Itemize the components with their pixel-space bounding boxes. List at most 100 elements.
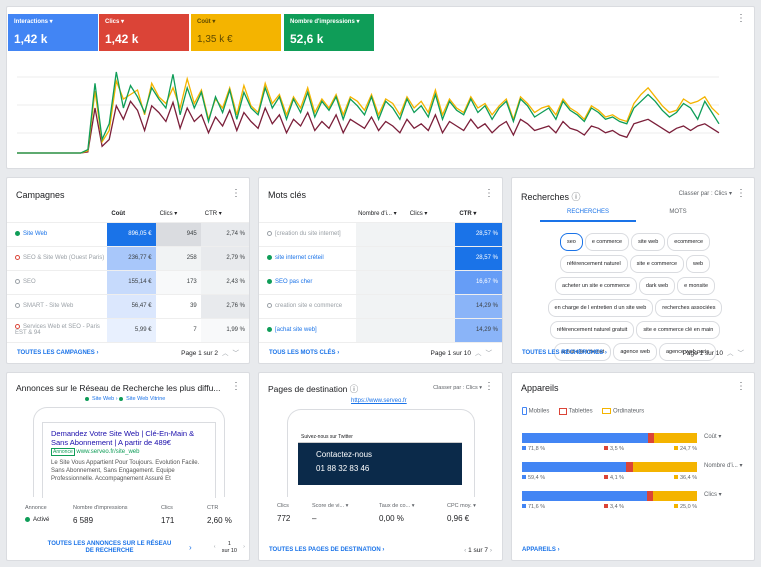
metric-clics[interactable]: Clics ▾ 1,42 k: [99, 14, 189, 51]
device-percent: 71,6 %: [522, 504, 545, 510]
chevron-up-icon[interactable]: ︿: [727, 350, 734, 357]
campaign-name[interactable]: SMART - Site Web: [23, 303, 74, 310]
keyword-name[interactable]: [creation du site internet]: [275, 231, 341, 238]
search-chip[interactable]: dark web: [638, 277, 676, 295]
table-row[interactable]: site internet créteil 28,57 %: [259, 246, 502, 271]
table-row[interactable]: SEO & Site Web (Ouest Paris) 236,77 € 25…: [7, 246, 249, 271]
chevron-left-icon[interactable]: ‹: [464, 547, 467, 554]
col-header-ctr[interactable]: CTR ▾: [200, 206, 249, 223]
sort-selector[interactable]: Classer par : Clics ▾: [433, 385, 482, 391]
devices-link[interactable]: APPAREILS ›: [522, 547, 560, 553]
search-chip[interactable]: web: [686, 255, 711, 273]
all-campaigns-link[interactable]: TOUTES LES CAMPAGNES ›: [17, 350, 99, 356]
status-dot: [15, 323, 20, 329]
chevron-right-icon[interactable]: ›: [489, 547, 492, 554]
search-chip[interactable]: agence web paris: [658, 343, 717, 361]
device-bar-segment: [653, 491, 697, 501]
col-header-impressions[interactable]: Nombre d'i... ▾: [356, 206, 408, 223]
table-row[interactable]: [achat site web] 14,29 %: [259, 318, 502, 343]
more-options-icon[interactable]: ⋮: [736, 381, 746, 392]
table-row[interactable]: SEO pas cher 16,67 %: [259, 270, 502, 295]
device-legend: Mobiles Tablettes Ordinateurs: [522, 407, 644, 415]
tab-recherches[interactable]: RECHERCHES: [540, 209, 636, 222]
campaign-name[interactable]: SEO & Site Web (Ouest Paris): [23, 255, 105, 262]
search-chip[interactable]: en charge de l entretien d un site web: [547, 299, 654, 317]
landing-page-url[interactable]: https://www.serveo.fr: [351, 398, 407, 404]
search-chip[interactable]: e monsite: [677, 277, 716, 295]
search-chip[interactable]: seo: [559, 233, 583, 251]
search-chip[interactable]: acheter un site e commerce: [554, 277, 637, 295]
ad-headline[interactable]: Demandez Votre Site Web | Clé-En-Main & …: [51, 429, 195, 447]
more-options-icon[interactable]: ⋮: [484, 381, 494, 392]
help-icon[interactable]: ⓘ: [571, 192, 581, 202]
keyword-name[interactable]: site internet créteil: [275, 255, 324, 262]
performance-line-chart: [17, 71, 720, 154]
col-header-clicks[interactable]: Clics ▾: [407, 206, 456, 223]
search-chip[interactable]: site web: [631, 233, 666, 251]
chevron-up-icon[interactable]: ︿: [475, 350, 482, 357]
table-row[interactable]: Site Web 896,05 € 945 2,74 %: [7, 222, 249, 247]
pager: ‹ 1 sur 7 ›: [464, 547, 492, 554]
search-chip[interactable]: référencement naturel gratuit: [549, 321, 635, 339]
table-row[interactable]: SEO 155,14 € 173 2,43 %: [7, 270, 249, 295]
device-metric-selector[interactable]: Clics ▾: [704, 492, 722, 498]
chevron-down-icon[interactable]: ﹀: [232, 350, 240, 357]
all-search-terms-link[interactable]: TOUTES LES RECHERCHES ›: [522, 350, 607, 356]
more-options-icon[interactable]: ⋮: [736, 13, 746, 24]
chevron-down-icon[interactable]: ﹀: [737, 350, 745, 357]
device-metric-selector[interactable]: Coût ▾: [704, 434, 722, 440]
col-header-ctr[interactable]: CTR ▾: [455, 206, 502, 223]
search-chip[interactable]: site e commerce clé en main: [636, 321, 721, 339]
chevron-right-icon[interactable]: ›: [243, 544, 245, 550]
table-row[interactable]: Services Web et SEO - Paris EST & 94 5,9…: [7, 318, 249, 343]
campaign-name[interactable]: SEO: [23, 279, 36, 286]
metric-cout[interactable]: Coût ▾ 1,35 k €: [191, 14, 281, 51]
device-bar-segment: [647, 491, 654, 501]
help-icon[interactable]: ⓘ: [349, 384, 359, 394]
metric-value: 1,42 k: [105, 32, 139, 46]
campaign-name[interactable]: Services Web et SEO - Paris EST & 94: [15, 324, 100, 337]
ctr-cell: 2,79 %: [200, 246, 249, 271]
campaign-name[interactable]: Site Web: [23, 231, 48, 238]
metric-interactions[interactable]: Interactions ▾ 1,42 k: [8, 14, 98, 51]
device-bar[interactable]: [522, 462, 697, 472]
search-chip[interactable]: achat site internet: [553, 343, 612, 361]
more-options-icon[interactable]: ⋮: [231, 381, 241, 392]
search-chip[interactable]: référencement naturel: [559, 255, 628, 273]
chevron-up-icon[interactable]: ︿: [222, 350, 229, 357]
search-chip[interactable]: ecommerce: [667, 233, 711, 251]
keyword-name[interactable]: [achat site web]: [275, 327, 317, 334]
search-chip[interactable]: site e commerce: [629, 255, 685, 273]
more-options-icon[interactable]: ⋮: [484, 188, 494, 199]
legend-swatch: [604, 475, 608, 479]
device-bar[interactable]: [522, 491, 697, 501]
table-row[interactable]: SMART - Site Web 56,47 € 39 2,76 %: [7, 294, 249, 319]
col-header-clicks[interactable]: Clics ▾: [155, 206, 201, 223]
legend-swatch: [674, 504, 678, 508]
pager: Page 1 sur 10 ︿ ﹀: [430, 350, 493, 357]
all-keywords-link[interactable]: TOUS LES MOTS CLÉS ›: [269, 350, 340, 356]
chevron-left-icon[interactable]: ‹: [213, 544, 216, 550]
search-chip[interactable]: agence web: [613, 343, 657, 361]
all-landing-pages-link[interactable]: TOUTES LES PAGES DE DESTINATION ›: [269, 547, 385, 553]
search-chip[interactable]: recherches associées: [655, 299, 723, 317]
metric-value: 1,42 k: [14, 32, 48, 46]
device-bar[interactable]: [522, 433, 697, 443]
chevron-down-icon[interactable]: ﹀: [485, 350, 493, 357]
table-row[interactable]: [creation du site internet] 28,57 %: [259, 222, 502, 247]
more-options-icon[interactable]: ⋮: [736, 188, 746, 199]
metric-impressions[interactable]: Nombre d'impressions ▾ 52,6 k: [284, 14, 374, 51]
table-row[interactable]: creation site e commerce 14,29 %: [259, 294, 502, 319]
all-ads-link[interactable]: TOUTES LES ANNONCES SUR LE RÉSEAU DE REC…: [47, 541, 172, 554]
col-header-cost[interactable]: Coût: [107, 206, 156, 223]
tab-mots[interactable]: MOTS: [669, 209, 687, 215]
sort-selector[interactable]: Classer par : Clics ▾: [678, 191, 732, 197]
keyword-name[interactable]: creation site e commerce: [275, 303, 343, 310]
device-percent: 59,4 %: [522, 475, 545, 481]
ctr-cell: 14,29 %: [455, 294, 502, 319]
keyword-name[interactable]: SEO pas cher: [275, 279, 313, 286]
more-options-icon[interactable]: ⋮: [231, 188, 241, 199]
next-arrow-icon[interactable]: ›: [189, 543, 192, 552]
device-metric-selector[interactable]: Nombre d'i... ▾: [704, 463, 743, 469]
search-chip[interactable]: e commerce: [584, 233, 630, 251]
